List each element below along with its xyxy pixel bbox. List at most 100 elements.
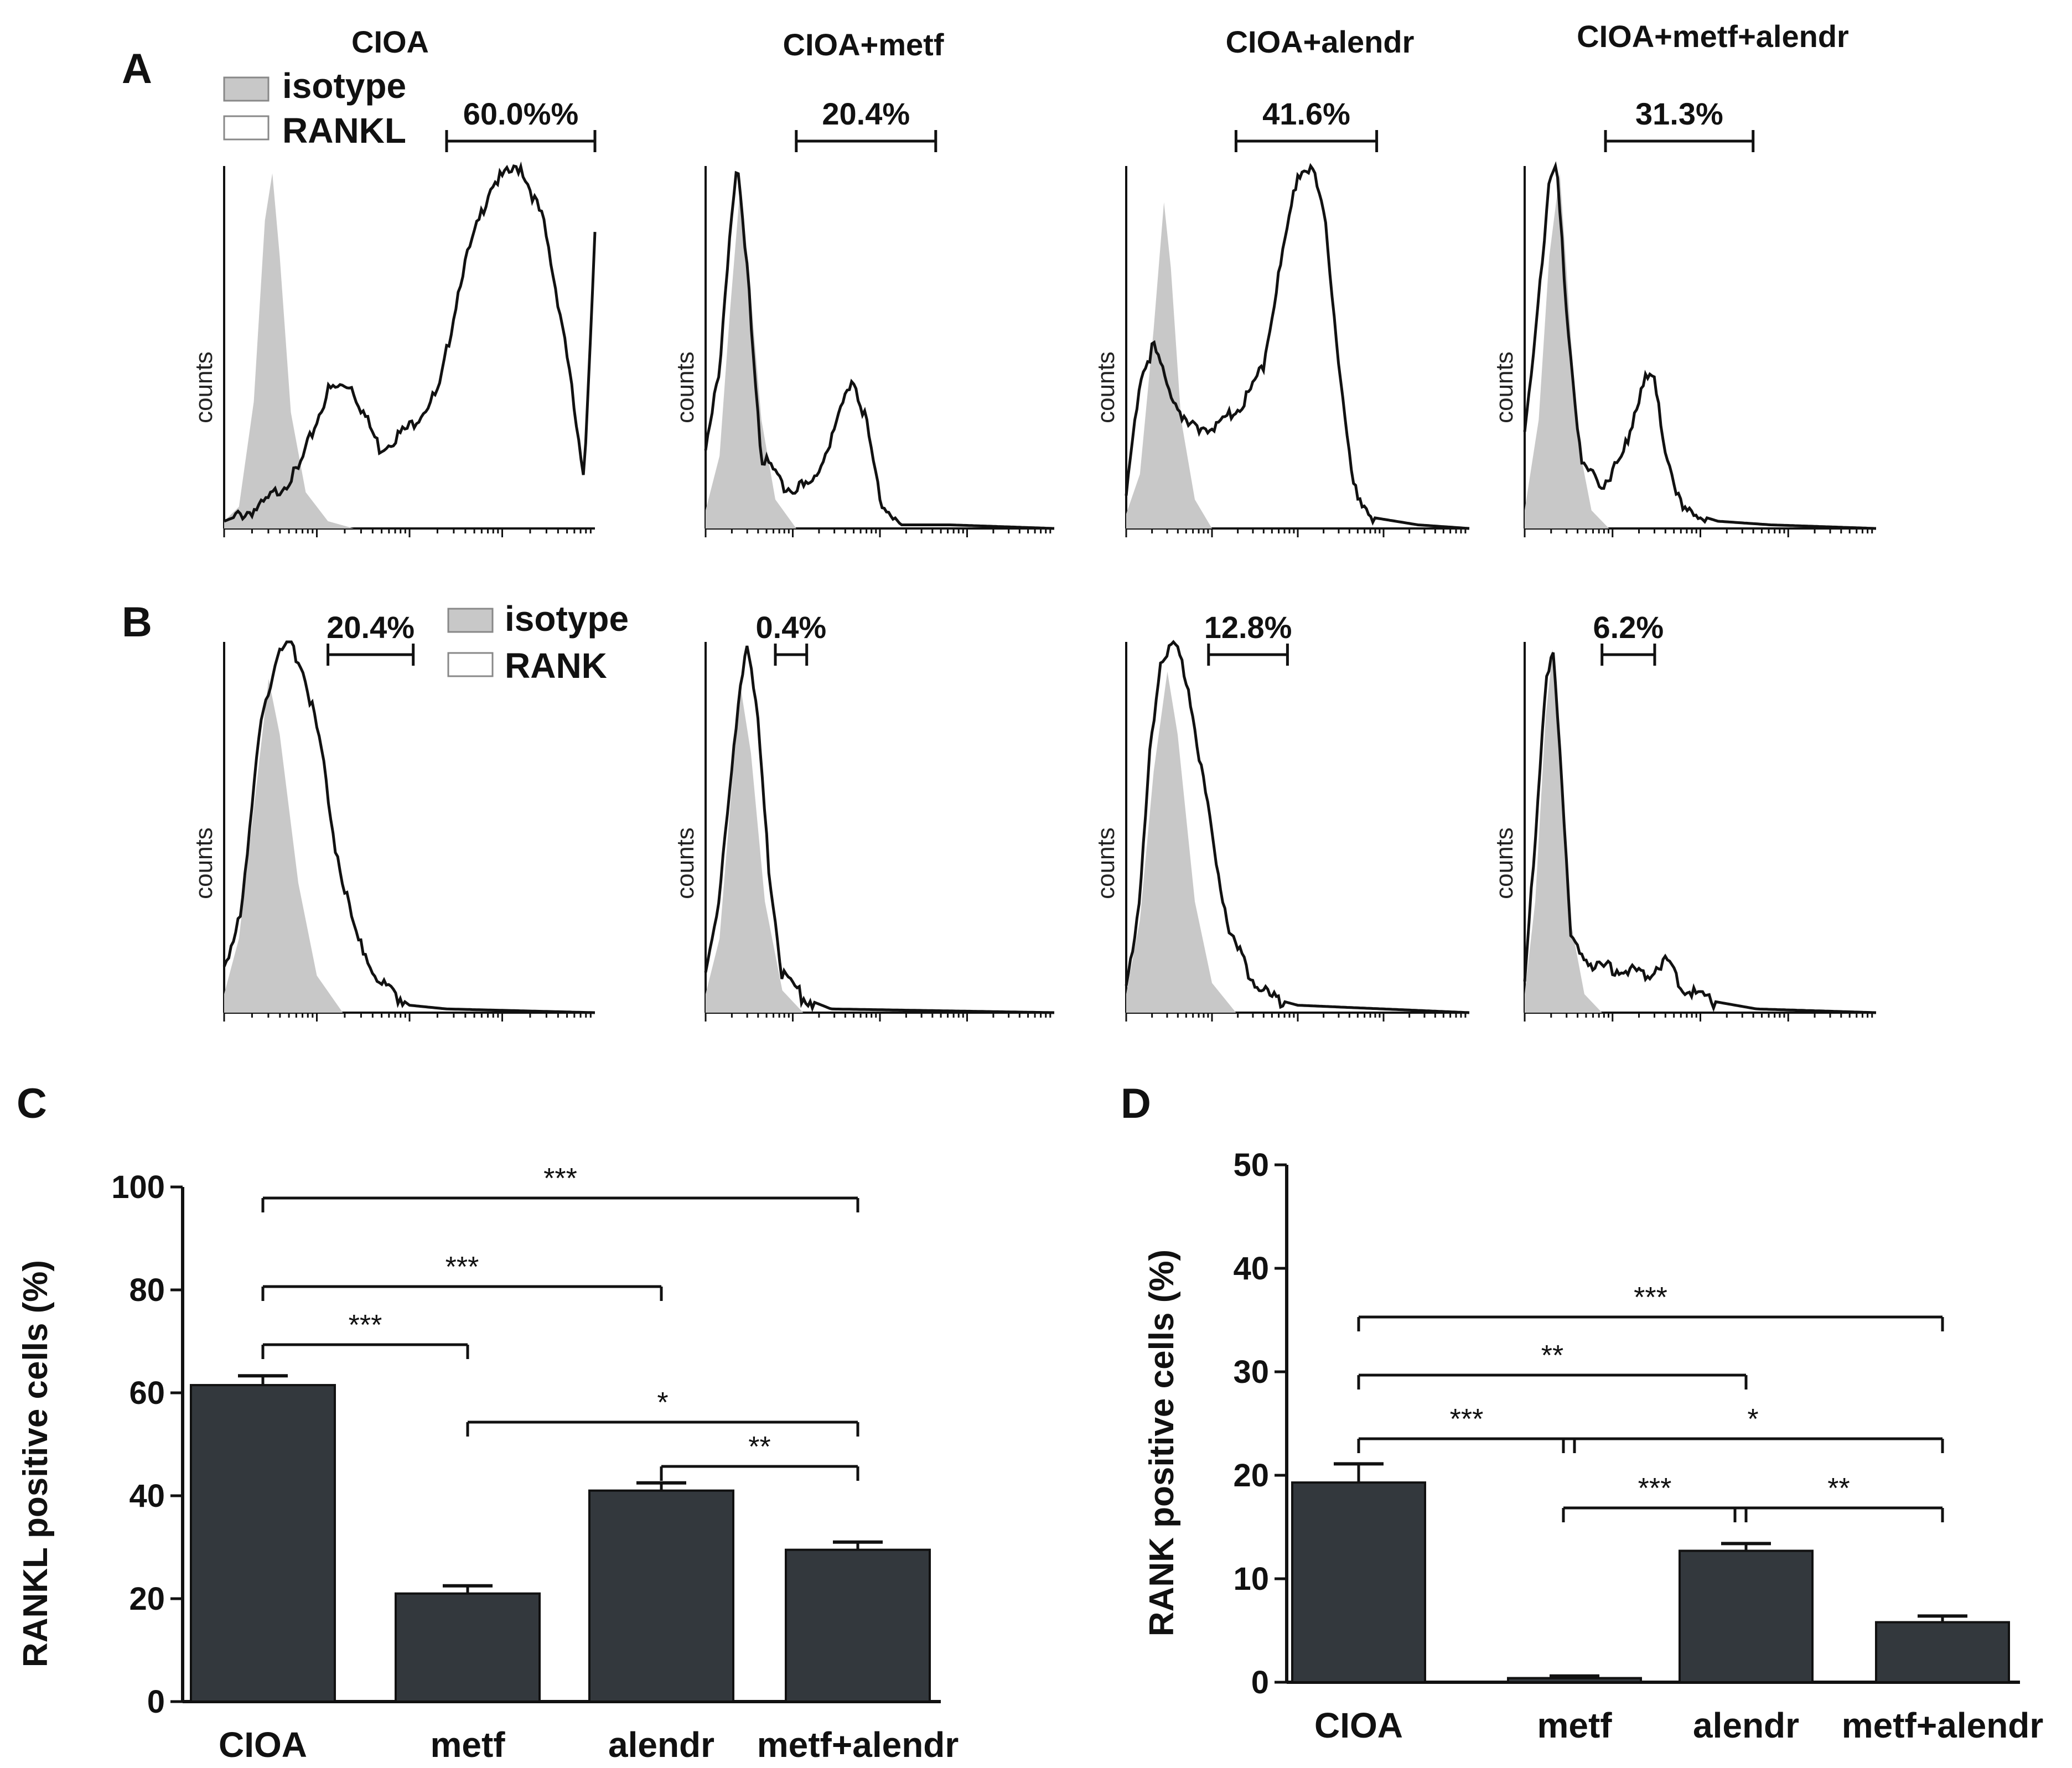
gate-percent-label: 20.4% (822, 96, 910, 131)
panel-label-a: A (122, 45, 152, 92)
bar-CIOA (1291, 1481, 1426, 1684)
significance-bracket: *** (261, 1251, 663, 1301)
legend-b-marker-swatch (447, 652, 494, 677)
bar-alendr (1679, 1549, 1814, 1684)
significance-label: *** (446, 1251, 479, 1283)
significance-bracket: * (1562, 1403, 1944, 1453)
significance-bracket: *** (261, 1309, 469, 1359)
counts-axis-label: counts (1092, 827, 1120, 899)
y-tick-label: 0 (1251, 1665, 1269, 1700)
legend-a: isotype RANKL (223, 66, 406, 151)
marker-histogram (1523, 652, 1877, 1014)
isotype-histogram (706, 184, 796, 528)
marker-histogram (224, 161, 597, 523)
panel-label-c: C (17, 1080, 47, 1127)
significance-bracket: ** (1357, 1340, 1748, 1389)
significance-label: *** (1634, 1282, 1667, 1314)
legend-a-isotype-label: isotype (282, 66, 406, 106)
bar-metf (1507, 1677, 1642, 1684)
legend-b-isotype-label: isotype (505, 599, 629, 639)
bar-alendr (588, 1489, 734, 1703)
category-label: metf+alendr (1842, 1705, 2044, 1745)
counts-axis-label: counts (1491, 827, 1518, 899)
legend-b-isotype-swatch (447, 608, 494, 633)
histogram-a-1: counts 60.0%% CIOA (190, 24, 597, 537)
gate-percent-label: 20.4% (327, 610, 415, 645)
significance-bracket: ** (1733, 1473, 1944, 1522)
y-tick-label: 30 (1233, 1354, 1269, 1390)
marker-histogram (704, 170, 1055, 530)
histogram-b-3: counts 12.8% (1092, 610, 1470, 1022)
gate-marker (795, 130, 937, 152)
significance-label: * (657, 1387, 668, 1419)
histogram-layer: counts 60.0%% CIOA counts 20.4% CIOA+metf coun… (190, 19, 1877, 1022)
significance-label: *** (1450, 1403, 1484, 1435)
category-label: metf (430, 1725, 505, 1765)
bar-metf+alendr (1875, 1621, 2010, 1684)
y-tick-label: 10 (1233, 1561, 1269, 1597)
significance-bracket: *** (1357, 1403, 1576, 1453)
isotype-histogram (1525, 173, 1609, 529)
significance-label: *** (543, 1163, 577, 1195)
isotype-histogram (1126, 671, 1236, 1013)
significance-bracket: *** (261, 1163, 859, 1212)
y-tick-label: 20 (1233, 1458, 1269, 1494)
category-label: metf (1537, 1705, 1612, 1745)
histogram-b-4: counts 6.2% (1491, 610, 1877, 1022)
legend-a-marker-label: RANKL (282, 111, 406, 151)
gate-marker (1600, 644, 1656, 666)
histogram-title: CIOA (351, 24, 429, 59)
histogram-a-3: counts 41.6% CIOA+alendr (1092, 24, 1470, 537)
legend-a-marker-swatch (223, 115, 270, 141)
significance-label: ** (1827, 1473, 1850, 1505)
counts-axis-label: counts (190, 827, 217, 899)
marker-histogram (1125, 640, 1470, 1014)
legend-b-marker-label: RANK (505, 646, 607, 686)
gate-percent-label: 31.3% (1635, 96, 1723, 131)
histogram-a-4: counts 31.3% CIOA+metf+alendr (1491, 19, 1877, 537)
marker-histogram (222, 640, 595, 1014)
gate-marker (774, 644, 809, 666)
histogram-b-1: counts 20.4% (190, 610, 595, 1022)
y-tick-label: 100 (111, 1169, 165, 1205)
panel-label-d: D (1121, 1080, 1151, 1127)
counts-axis-label: counts (672, 351, 699, 423)
significance-label: *** (349, 1309, 382, 1341)
significance-bracket: ** (660, 1431, 859, 1481)
significance-bracket: *** (1357, 1282, 1944, 1331)
y-axis-label: RANK positive cells (%) (1143, 1249, 1181, 1636)
gate-percent-label: 60.0%% (463, 96, 579, 131)
marker-histogram (1523, 161, 1877, 530)
gate-percent-label: 6.2% (1593, 610, 1664, 645)
significance-bracket: * (466, 1387, 859, 1437)
category-label: CIOA (219, 1725, 307, 1765)
counts-axis-label: counts (190, 351, 217, 423)
gate-marker (1234, 130, 1379, 152)
histogram-title: CIOA+metf+alendr (1577, 19, 1849, 54)
significance-label: ** (1541, 1340, 1563, 1372)
significance-label: ** (748, 1431, 770, 1463)
bar-CIOA (190, 1384, 336, 1703)
histogram-title: CIOA+metf (783, 27, 944, 62)
gate-percent-label: 0.4% (756, 610, 827, 645)
bar-chart-c: 0 20 40 60 80 100 RANKL positive cells (%) CIOA… (17, 1163, 959, 1765)
y-axis-label: RANKL positive cells (%) (17, 1260, 55, 1667)
category-label: alendr (1693, 1705, 1799, 1745)
significance-bracket: *** (1562, 1473, 1748, 1522)
y-tick-label: 60 (129, 1375, 165, 1411)
isotype-histogram (224, 679, 343, 1013)
marker-histogram (1125, 163, 1470, 530)
histogram-b-2: counts 0.4% (672, 610, 1055, 1022)
counts-axis-label: counts (672, 827, 699, 899)
gate-percent-label: 12.8% (1204, 610, 1292, 645)
bar-chart-d: 0 10 20 30 40 50 RANK positive cells (%) CIOA me… (1143, 1147, 2043, 1745)
y-tick-label: 40 (1233, 1251, 1269, 1287)
gate-marker (1604, 130, 1755, 152)
bar-metf+alendr (785, 1548, 931, 1703)
legend-b: isotype RANK (447, 599, 629, 686)
panel-label-b: B (122, 599, 152, 646)
y-tick-label: 20 (129, 1581, 165, 1617)
significance-label: *** (1638, 1473, 1672, 1505)
